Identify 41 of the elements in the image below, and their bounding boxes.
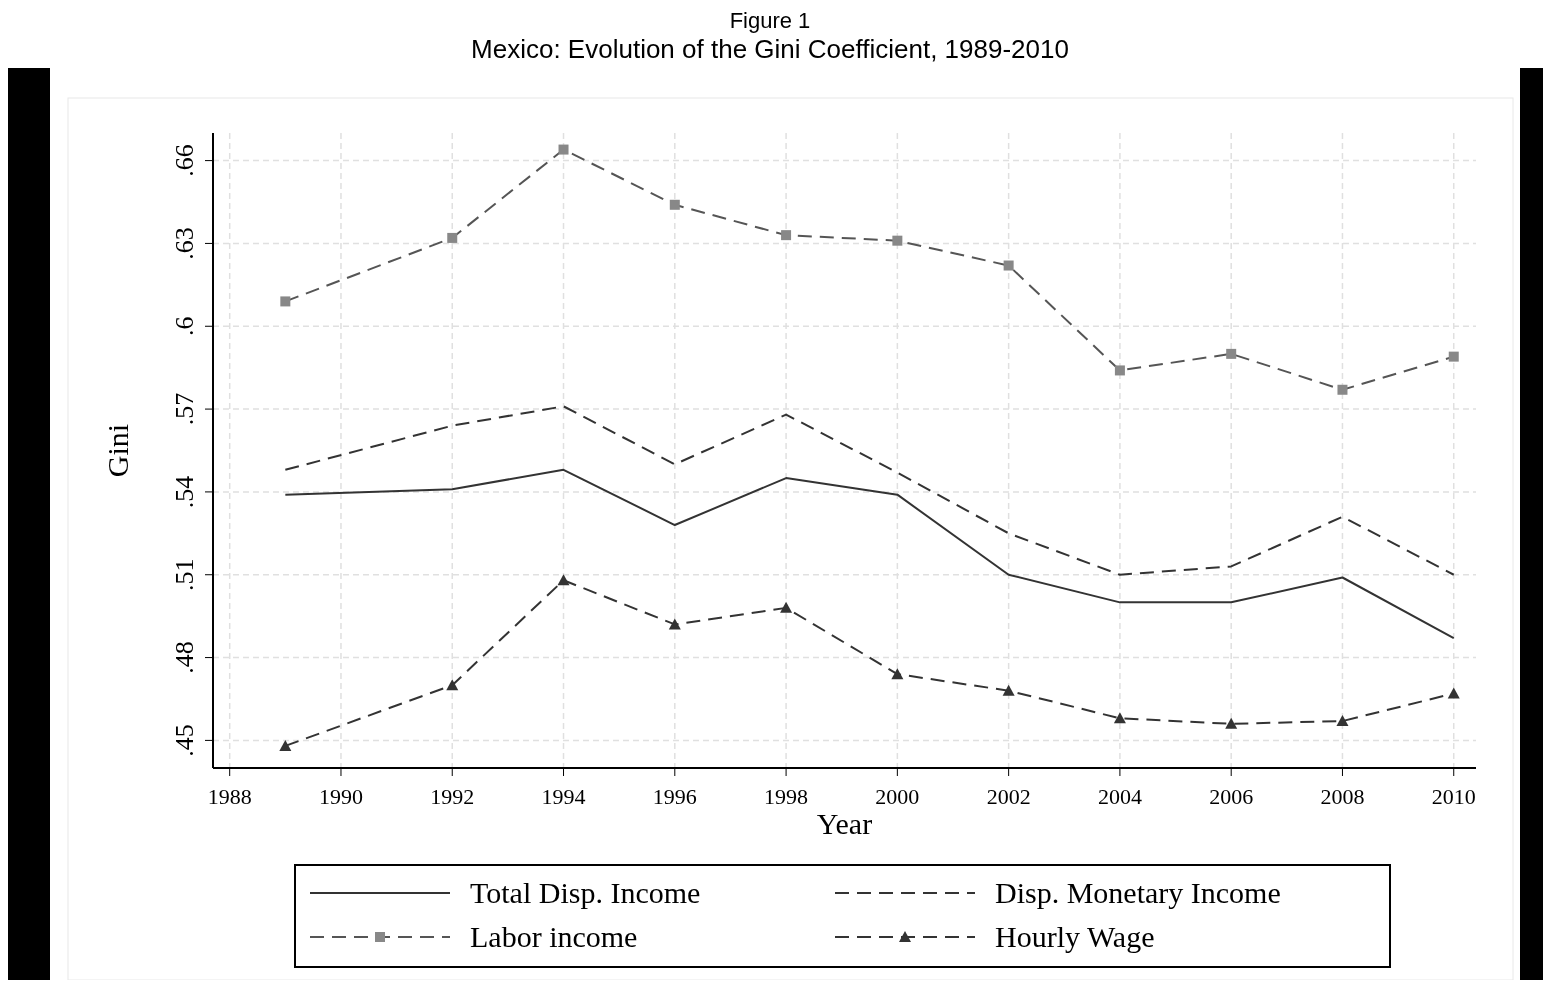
y-tick-label: .66 bbox=[170, 144, 199, 177]
point bbox=[446, 679, 459, 691]
x-tick-label: 2010 bbox=[1431, 784, 1476, 809]
point bbox=[1447, 687, 1460, 699]
legend-label: Hourly Wage bbox=[995, 920, 1155, 953]
x-tick-label: 2000 bbox=[875, 784, 920, 809]
point bbox=[1336, 715, 1349, 727]
y-tick-label: .63 bbox=[170, 227, 199, 260]
caption: Figure 1 bbox=[729, 8, 811, 33]
point bbox=[557, 574, 570, 586]
line-series bbox=[284, 468, 1455, 640]
x-tick-label: 2004 bbox=[1097, 784, 1142, 809]
x-tick-label: 2006 bbox=[1209, 784, 1254, 809]
point bbox=[780, 601, 793, 613]
legend-label: Total Disp. Income bbox=[470, 876, 701, 909]
x-tick-label: 1998 bbox=[764, 784, 809, 809]
point bbox=[891, 668, 904, 680]
y-tick-label: .6 bbox=[170, 316, 199, 337]
line-series bbox=[284, 405, 1455, 576]
x-tick-label: 1994 bbox=[541, 784, 586, 809]
legend-label: Labor income bbox=[470, 920, 638, 953]
x-axis-title: Year bbox=[816, 807, 873, 840]
x-tick-label: 1988 bbox=[207, 784, 252, 809]
x-tick-label: 1992 bbox=[430, 784, 475, 809]
point bbox=[279, 739, 292, 751]
y-tick-label: .54 bbox=[170, 475, 199, 509]
y-tick-label: .45 bbox=[170, 724, 199, 757]
y-tick-label: .51 bbox=[170, 558, 199, 591]
y-tick-label: .57 bbox=[170, 392, 199, 426]
chart-title: Mexico: Evolution of the Gini Coefficient, 1989-2010 bbox=[471, 34, 1069, 64]
point bbox=[668, 618, 681, 630]
y-axis-title: Gini bbox=[101, 423, 134, 478]
point bbox=[1225, 717, 1238, 729]
x-tick-label: 1996 bbox=[652, 784, 697, 809]
x-tick-label: 2008 bbox=[1320, 784, 1365, 809]
x-tick-label: 2002 bbox=[986, 784, 1031, 809]
legend-label: Disp. Monetary Income bbox=[995, 876, 1281, 909]
point bbox=[1002, 684, 1015, 696]
x-tick-label: 1990 bbox=[318, 784, 363, 809]
y-tick-label: .48 bbox=[170, 641, 199, 674]
point bbox=[1113, 712, 1126, 724]
